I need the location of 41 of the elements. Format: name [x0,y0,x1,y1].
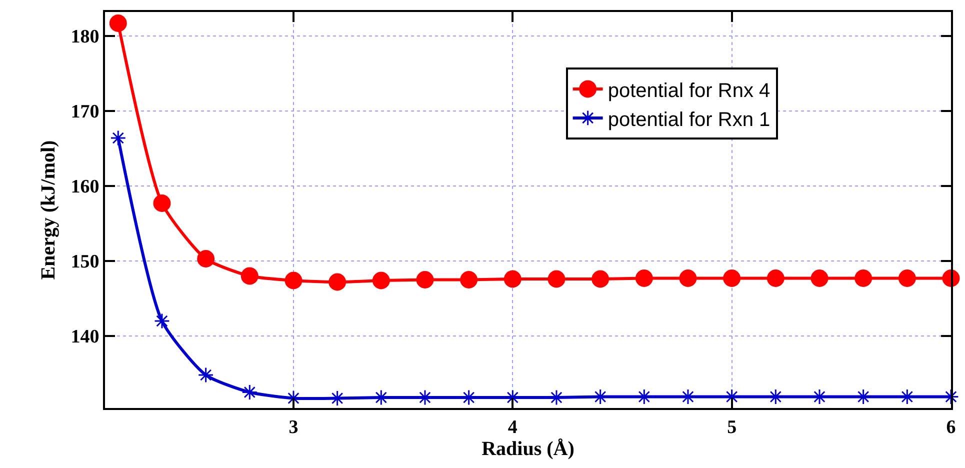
x-tick-label: 3 [288,416,298,438]
point [110,130,126,146]
point [504,270,522,288]
legend-label: potential for Rnx 4 [608,80,770,102]
point [854,270,872,287]
y-tick-label: 140 [70,326,100,348]
legend-label: potential for Rxn 1 [608,108,770,131]
point [460,271,478,288]
point [723,270,741,287]
point [766,270,784,287]
y-tick-label: 160 [70,176,100,198]
point [943,388,959,405]
y-tick-label: 150 [70,252,100,273]
point [812,388,828,405]
point [284,272,302,290]
point [198,367,214,383]
point [679,270,697,287]
point [548,270,566,288]
y-tick-label: 170 [70,102,100,123]
point [197,250,215,268]
point [154,313,170,329]
point [417,390,433,406]
point [416,271,434,288]
point [372,272,390,290]
x-tick-label: 4 [508,416,518,438]
point [109,14,127,32]
point [548,390,564,406]
point [680,388,696,405]
x-tick-label: 5 [727,416,737,438]
y-axis-title: Energy (kJ/mol) [38,140,60,280]
x-tick-label: 6 [946,416,956,438]
point [153,194,171,212]
y-tick-label: 180 [70,26,100,48]
point [635,270,653,287]
point [242,384,258,400]
point [328,273,346,291]
point [592,270,610,288]
point [898,270,916,287]
point [240,267,258,285]
point [810,270,828,287]
x-axis-title: Radius (Å) [482,438,574,460]
